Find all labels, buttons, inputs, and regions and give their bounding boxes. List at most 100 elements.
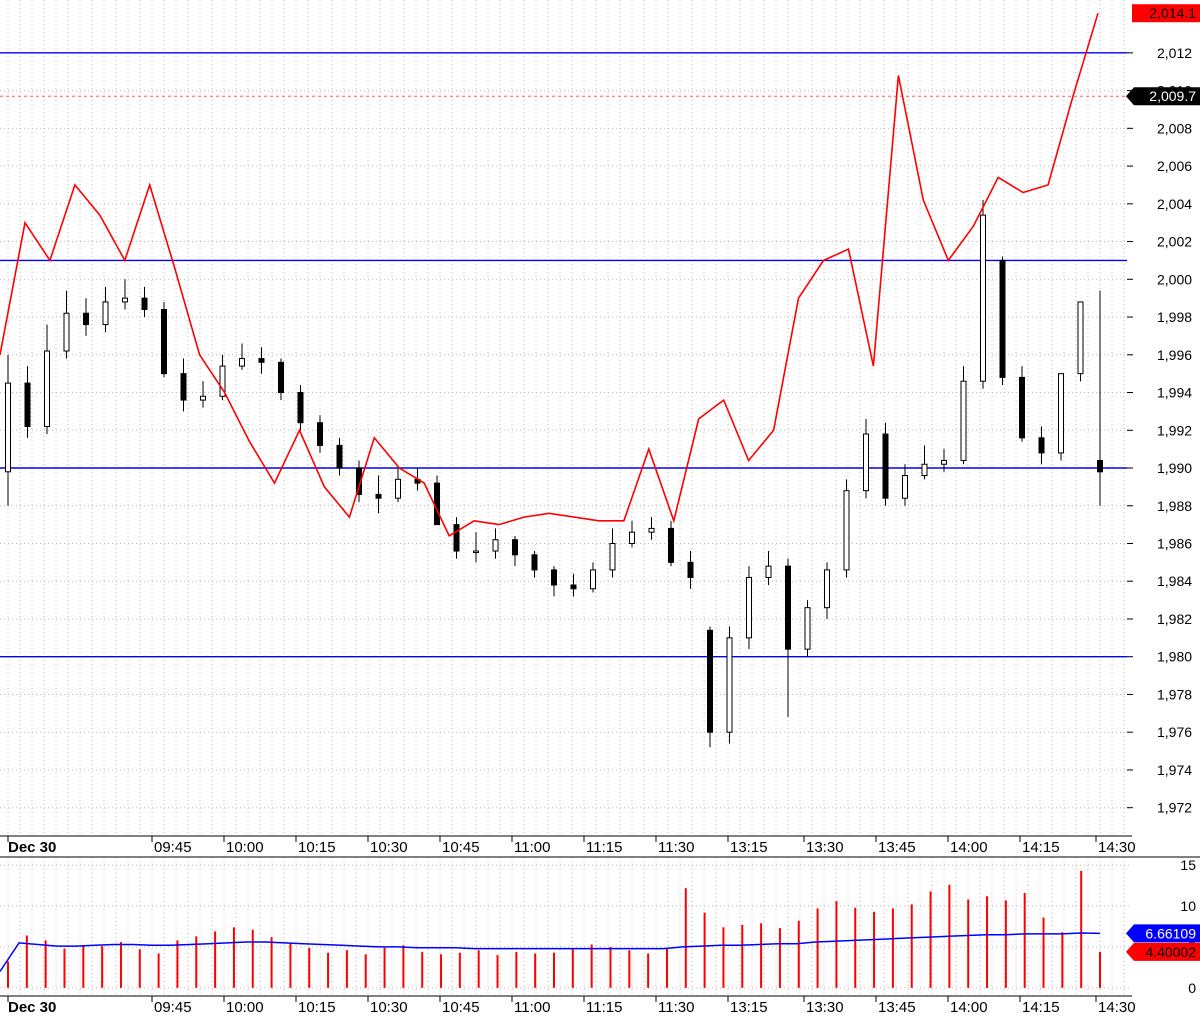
- x-time-label: 13:30: [806, 839, 844, 856]
- candle-body-up: [473, 550, 479, 554]
- x-time-label: 14:30: [1098, 999, 1136, 1015]
- price-tick-label: 1,996: [1157, 347, 1192, 363]
- x-time-label: 14:00: [950, 999, 988, 1015]
- price-tick-label: 2,000: [1157, 271, 1192, 287]
- price-tick-label: 1,990: [1157, 460, 1192, 476]
- candle-body-down: [278, 361, 284, 394]
- volume-current-badge-text: 4.40002: [1145, 944, 1196, 960]
- x-date-label: Dec 30: [8, 999, 56, 1015]
- candle-body-up: [824, 569, 830, 609]
- candle-body-up: [492, 539, 499, 552]
- candle-body-up: [609, 542, 616, 571]
- candle-body-down: [375, 493, 382, 499]
- x-time-label: 13:15: [730, 839, 768, 856]
- candle-body-up: [746, 576, 752, 639]
- candle-body-down: [668, 527, 674, 563]
- red-price-line: [0, 12, 1099, 538]
- candle-body-up: [941, 459, 947, 465]
- volume-bars: [7, 870, 1101, 988]
- price-grid: [0, 0, 1132, 836]
- x-time-label: 11:15: [586, 999, 622, 1015]
- candle-body-down: [180, 373, 187, 401]
- volume-avg-badge-shape: [1126, 924, 1200, 943]
- price-tick-label: 1,986: [1157, 535, 1192, 551]
- price-tick-label: 1,972: [1157, 800, 1192, 816]
- x-time-label: 11:30: [658, 839, 694, 856]
- candle-body-up: [5, 382, 11, 473]
- candle-body-down: [434, 482, 440, 526]
- candle-body-down: [83, 312, 89, 326]
- price-tick-label: 1,994: [1157, 385, 1192, 401]
- candle-body-down: [1097, 459, 1103, 473]
- candle-body-up: [44, 350, 50, 427]
- x-time-label: 10:15: [298, 999, 336, 1015]
- candle-body-up: [102, 301, 109, 326]
- candle-body-down: [161, 308, 167, 375]
- price-tick-label: 1,974: [1157, 762, 1192, 778]
- x-time-label: 10:30: [370, 839, 408, 856]
- price-tick-label: 2,008: [1157, 120, 1192, 136]
- x-time-label: 10:45: [442, 839, 480, 856]
- x-time-label: 11:00: [514, 839, 550, 856]
- price-tick-label: 1,988: [1157, 498, 1192, 514]
- ref-price-badge-text: 2,009.7: [1149, 88, 1196, 104]
- candlestick-series: [5, 200, 1103, 748]
- candle-body-up: [239, 358, 245, 367]
- candle-body-down: [707, 629, 713, 733]
- candle-body-down: [1019, 376, 1025, 439]
- volume-avg-badge-text: 6.66109: [1145, 925, 1196, 941]
- candle-body-down: [570, 584, 577, 590]
- price-x-labels: Dec 30 09:45 10:00 10:15 10:30 10:45 11:00 11:1…: [7, 836, 1136, 856]
- price-tick-label: 1,980: [1157, 649, 1192, 665]
- candle-body-down: [297, 392, 304, 424]
- candle-body-up: [590, 569, 596, 590]
- candle-body-down: [258, 358, 265, 363]
- candle-body-down: [453, 524, 460, 552]
- x-time-label: 13:45: [878, 839, 916, 856]
- x-time-label: 09:45: [154, 839, 192, 856]
- candle-body-down: [336, 444, 343, 469]
- last-price-badge-text: 2,014.1: [1149, 5, 1196, 21]
- candle-body-down: [531, 554, 538, 571]
- ref-price-badge-shape: [1126, 87, 1200, 106]
- x-time-label: 10:00: [226, 999, 264, 1015]
- x-time-label: 10:00: [226, 839, 264, 856]
- candle-body-down: [1038, 437, 1045, 454]
- price-tick-label: 2,006: [1157, 158, 1192, 174]
- value-badges: 2,014.1 2,009.7 6.66109 4.40002: [1126, 4, 1200, 961]
- volume-tick-label: 15: [1180, 857, 1196, 873]
- axes: [0, 835, 1200, 997]
- x-time-label: 13:15: [730, 999, 768, 1015]
- price-tick-label: 1,992: [1157, 422, 1192, 438]
- x-time-label: 14:15: [1022, 999, 1060, 1015]
- volume-average-series: [0, 932, 1101, 972]
- x-time-label: 10:45: [442, 999, 480, 1015]
- red-series-line: [0, 12, 1099, 538]
- candle-body-up: [863, 433, 869, 492]
- candle-body-up: [648, 527, 655, 533]
- horizontal-levels: [0, 52, 1127, 658]
- candle-body-up: [804, 607, 811, 650]
- candle-body-down: [24, 382, 31, 427]
- price-tick-label: 1,998: [1157, 309, 1192, 325]
- last-price-badge-shape: [1132, 4, 1200, 23]
- x-date-label: Dec 30: [8, 839, 56, 856]
- candle-body-up: [765, 565, 772, 578]
- x-time-label: 13:45: [878, 999, 916, 1015]
- candle-body-up: [921, 463, 928, 477]
- candle-body-up: [1058, 373, 1064, 454]
- x-time-label: 14:15: [1022, 839, 1060, 856]
- candle-body-down: [785, 565, 791, 650]
- candle-body-down: [687, 561, 694, 578]
- candle-body-up: [219, 365, 226, 397]
- x-time-label: 14:30: [1098, 839, 1136, 856]
- x-time-label: 14:00: [950, 839, 988, 856]
- price-tick-label: 1,984: [1157, 573, 1192, 589]
- price-tick-label: 2,004: [1157, 196, 1192, 212]
- price-tick-label: 2,002: [1157, 234, 1192, 250]
- candle-body-down: [999, 259, 1006, 378]
- x-time-label: 11:00: [514, 999, 550, 1015]
